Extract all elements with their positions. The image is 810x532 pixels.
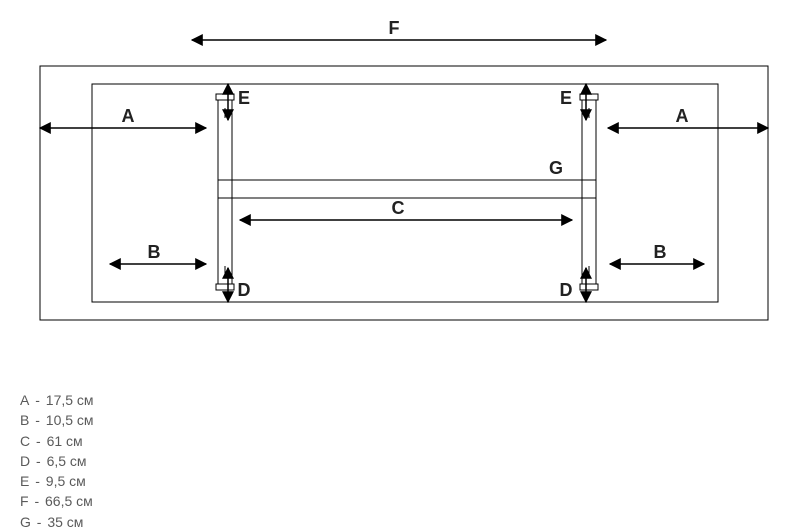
dim-label-D-right: D [560,280,573,300]
legend-row-C: C - 61 см [20,431,94,451]
crossbar [218,180,596,198]
dim-label-D-left: D [238,280,251,300]
technical-diagram: FAABBCEEDDG [0,0,810,531]
legend-key: F [20,493,29,509]
dim-label-A-left: A [122,106,135,126]
legend-value: 9,5 см [46,473,86,489]
dim-label-C: C [392,198,405,218]
legend-row-A: A - 17,5 см [20,390,94,410]
legend-row-F: F - 66,5 см [20,491,94,511]
dim-label-B-right: B [654,242,667,262]
legend-key: B [20,412,29,428]
legend-key: A [20,392,29,408]
legend-key: E [20,473,29,489]
legend-value: 35 см [47,514,83,530]
legend-row-G: G - 35 см [20,512,94,532]
dim-label-E-left: E [238,88,250,108]
legend-value: 17,5 см [46,392,94,408]
dim-label-B-left: B [148,242,161,262]
legend-row-D: D - 6,5 см [20,451,94,471]
dim-label-E-right: E [560,88,572,108]
legend-key: C [20,433,30,449]
legend-value: 6,5 см [47,453,87,469]
legend-value: 10,5 см [46,412,94,428]
legend-value: 66,5 см [45,493,93,509]
legend-key: D [20,453,30,469]
legend-row-B: B - 10,5 см [20,410,94,430]
legend-value: 61 см [47,433,83,449]
dim-label-F: F [389,18,400,38]
dimension-legend: A - 17,5 смB - 10,5 смC - 61 смD - 6,5 с… [20,390,94,532]
dim-label-G: G [549,158,563,178]
dim-label-A-right: A [676,106,689,126]
legend-key: G [20,514,31,530]
legend-row-E: E - 9,5 см [20,471,94,491]
